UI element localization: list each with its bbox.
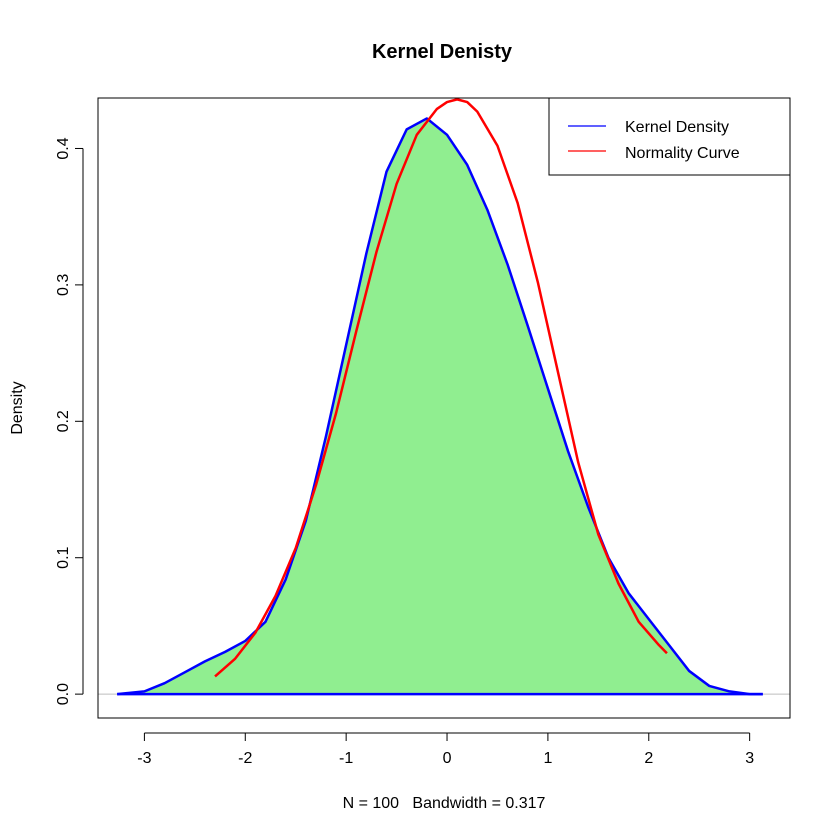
normality-curve-line: [214, 98, 668, 678]
x-tick-label: 2: [644, 750, 653, 767]
y-axis: 0.0 0.1 0.2 0.3 0.4: [55, 137, 84, 705]
y-tick-label: 0.2: [55, 410, 72, 432]
y-axis-label: Density: [9, 381, 26, 434]
plot-frame: [97, 97, 791, 719]
legend: Kernel Density Normality Curve: [548, 97, 791, 176]
legend-label-normality-curve: Normality Curve: [625, 145, 740, 162]
x-tick-label: 1: [543, 750, 552, 767]
x-tick-label: -2: [238, 750, 252, 767]
y-tick-label: 0.1: [55, 546, 72, 568]
x-tick-label: -1: [339, 750, 353, 767]
legend-label-kernel-density: Kernel Density: [625, 119, 729, 136]
plot-area: [98, 98, 790, 696]
legend-box: [548, 97, 791, 176]
y-tick-label: 0.4: [55, 137, 72, 159]
y-tick-label: 0.0: [55, 683, 72, 705]
chart-title: Kernel Denisty: [372, 41, 513, 63]
x-axis: -3 -2 -1 0 1 2 3: [137, 732, 754, 767]
y-tick-label: 0.3: [55, 274, 72, 296]
kernel-density-fill: [117, 118, 763, 695]
x-tick-label: -3: [137, 750, 151, 767]
x-tick-label: 0: [443, 750, 452, 767]
x-axis-label: N = 100 Bandwidth = 0.317: [343, 795, 546, 812]
kernel-density-line: [117, 117, 763, 696]
x-tick-label: 3: [745, 750, 754, 767]
